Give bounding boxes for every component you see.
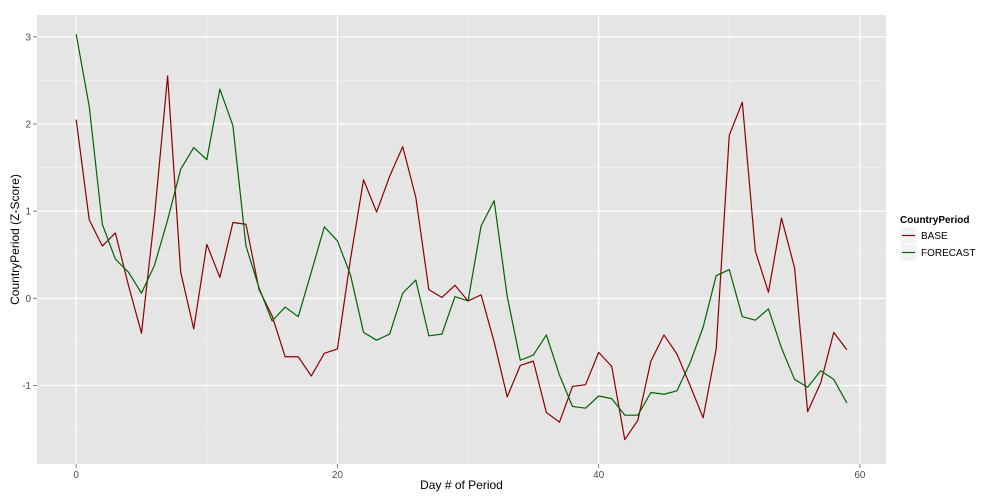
minor-grid [37, 15, 886, 464]
x-tick-label: 40 [593, 470, 605, 481]
y-tick-label: 2 [25, 119, 31, 130]
series-line-base [75, 75, 848, 441]
series-lines [75, 34, 848, 441]
legend-label-forecast: FORECAST [921, 248, 975, 259]
x-axis-title: Day # of Period [420, 478, 503, 492]
plot-background [37, 15, 886, 464]
y-tick-label: -1 [22, 381, 31, 392]
x-tick-label: 20 [332, 470, 344, 481]
y-tick-label: 3 [25, 32, 31, 43]
legend-items: BASE FORECAST [899, 226, 975, 262]
y-tick-label: 0 [25, 294, 31, 305]
y-axis-title: CountryPeriod (Z-Score) [8, 174, 22, 305]
y-axis-ticks: -1 0 1 2 3 [22, 32, 37, 392]
y-tick-label: 1 [25, 207, 31, 218]
legend-title: CountryPeriod [900, 215, 969, 226]
x-tick-label: 0 [73, 470, 79, 481]
legend: CountryPeriod BASE FORECAST [899, 215, 975, 262]
x-axis-ticks: 0 20 40 60 [73, 464, 866, 481]
series-line-forecast [75, 34, 848, 416]
legend-label-base: BASE [921, 231, 948, 242]
x-tick-label: 60 [854, 470, 866, 481]
